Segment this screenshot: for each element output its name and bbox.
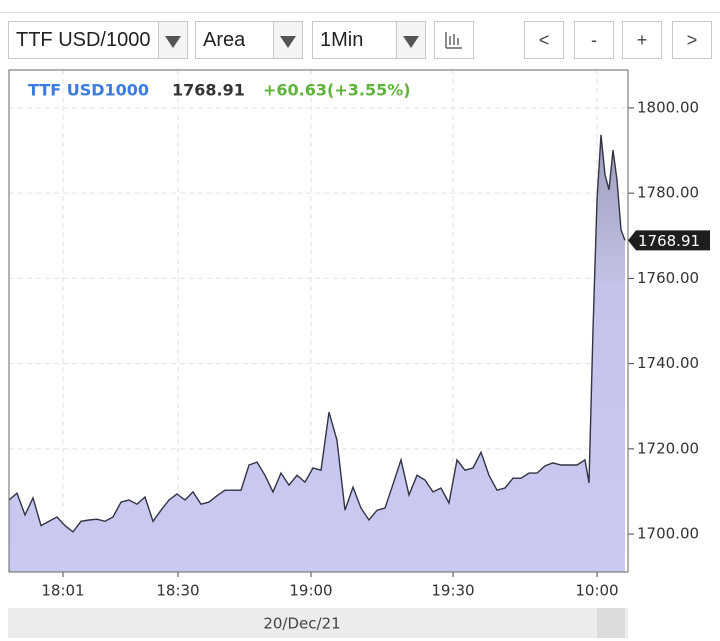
- area-fill: [9, 134, 625, 573]
- nav-button[interactable]: +: [622, 21, 662, 59]
- symbol-select[interactable]: TTF USD/1000: [8, 21, 188, 59]
- dropdown-arrow: [273, 22, 302, 58]
- interval-text: 1Min: [320, 29, 364, 51]
- symbol-text: TTF USD/1000: [16, 29, 151, 51]
- y-tick-label: 1760.00: [637, 269, 699, 287]
- plot-area: [9, 70, 628, 572]
- last-price-label: 1768.91: [638, 232, 700, 250]
- interval-select[interactable]: 1Min: [312, 21, 426, 59]
- navigator: [8, 608, 628, 638]
- quote-last: 1768.91: [172, 81, 245, 100]
- y-tick-label: 1700.00: [637, 525, 699, 543]
- nav-button[interactable]: <: [524, 21, 564, 59]
- price-line: [8, 134, 626, 533]
- nav-button[interactable]: -: [574, 21, 614, 59]
- date-label: 20/Dec/21: [263, 615, 340, 633]
- dropdown-arrow: [158, 22, 187, 58]
- plot-frame: [8, 69, 629, 573]
- type-select[interactable]: Area: [195, 21, 303, 59]
- x-tick-label: 19:00: [289, 582, 332, 600]
- dropdown-arrow: [396, 22, 425, 58]
- last-price-box: [628, 230, 710, 251]
- type-text: Area: [203, 29, 246, 51]
- nav-button[interactable]: >: [672, 21, 712, 59]
- x-tick-label: 18:01: [41, 582, 84, 600]
- y-tick-label: 1720.00: [637, 439, 699, 457]
- x-tick-label: 19:30: [431, 582, 474, 600]
- quote-symbol: TTF USD1000: [28, 81, 149, 100]
- indicator-icon: [445, 32, 462, 49]
- divider: [0, 12, 720, 13]
- y-tick-label: 1800.00: [637, 98, 699, 116]
- quote-change: +60.63(+3.55%): [263, 81, 411, 100]
- y-tick-label: 1780.00: [637, 184, 699, 202]
- y-tick-label: 1740.00: [637, 354, 699, 372]
- indicator-button[interactable]: [434, 21, 474, 59]
- navigator-window: [597, 608, 625, 638]
- x-tick-label: 10:00: [575, 582, 618, 600]
- x-tick-label: 18:30: [156, 582, 199, 600]
